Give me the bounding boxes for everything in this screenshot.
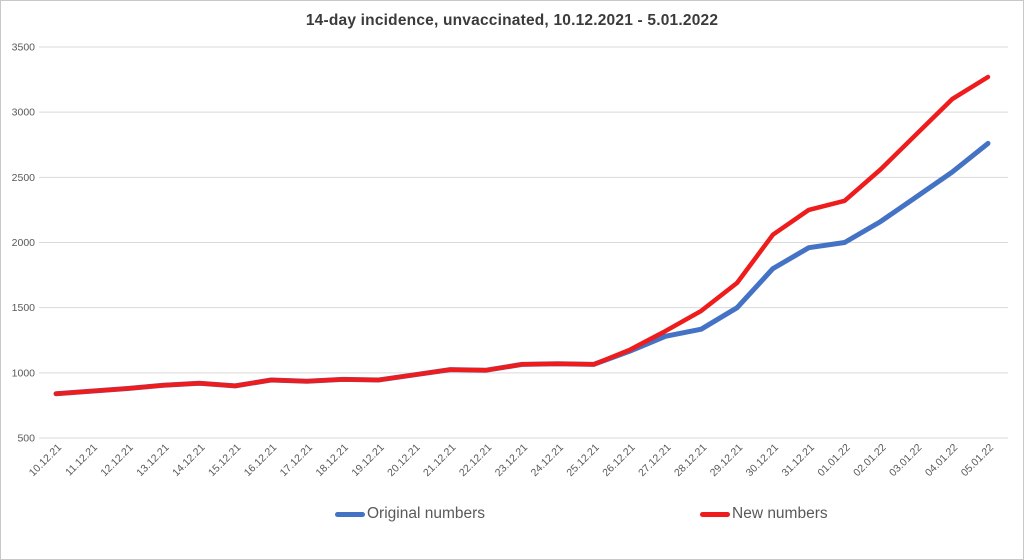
y-tick-label: 1500 <box>12 302 36 314</box>
y-tick-label: 3000 <box>12 107 36 119</box>
x-tick-label: 30.12.21 <box>744 442 781 479</box>
y-tick-label: 1000 <box>12 367 36 379</box>
x-tick-label: 19.12.21 <box>349 442 386 479</box>
x-tick-label: 01.01.22 <box>815 442 852 479</box>
x-tick-label: 02.01.22 <box>851 442 888 479</box>
x-tick-label: 26.12.21 <box>600 442 637 479</box>
x-tick-label: 22.12.21 <box>457 442 494 479</box>
x-tick-label: 21.12.21 <box>421 442 458 479</box>
x-tick-label: 27.12.21 <box>636 442 673 479</box>
y-tick-label: 3500 <box>12 42 36 54</box>
x-tick-label: 10.12.21 <box>27 442 64 479</box>
y-tick-label: 500 <box>17 433 35 445</box>
y-tick-label: 2000 <box>12 237 36 249</box>
legend-label-new: New numbers <box>732 505 828 522</box>
x-tick-label: 03.01.22 <box>887 442 924 479</box>
x-tick-label: 23.12.21 <box>493 442 530 479</box>
x-tick-label: 13.12.21 <box>134 442 171 479</box>
x-tick-label: 05.01.22 <box>959 442 996 479</box>
chart-legend: Original numbers New numbers <box>1 504 1023 524</box>
legend-line-marker-new <box>700 511 730 517</box>
x-tick-label: 18.12.21 <box>314 442 351 479</box>
x-tick-label: 28.12.21 <box>672 442 709 479</box>
y-tick-label: 2500 <box>12 172 36 184</box>
legend-label-original: Original numbers <box>367 505 486 522</box>
series-line-new-numbers <box>53 74 991 396</box>
x-tick-label: 29.12.21 <box>708 442 745 479</box>
legend-line-marker-original <box>335 511 365 517</box>
x-tick-label: 16.12.21 <box>242 442 279 479</box>
x-tick-label: 31.12.21 <box>780 442 817 479</box>
x-tick-label: 14.12.21 <box>170 442 207 479</box>
chart-title: 14-day incidence, unvaccinated, 10.12.20… <box>305 12 719 29</box>
x-tick-label: 11.12.21 <box>63 442 100 479</box>
x-tick-label: 20.12.21 <box>385 442 422 479</box>
series-line-original-numbers <box>53 140 991 397</box>
x-tick-label: 17.12.21 <box>278 442 315 479</box>
x-tick-label: 25.12.21 <box>564 442 601 479</box>
legend-item-new-numbers: New numbers <box>700 504 828 524</box>
legend-item-original-numbers: Original numbers <box>335 504 485 524</box>
x-tick-label: 04.01.22 <box>923 442 960 479</box>
x-tick-label: 24.12.21 <box>529 442 566 479</box>
x-tick-label: 12.12.21 <box>98 442 135 479</box>
x-tick-label: 15.12.21 <box>206 442 243 479</box>
